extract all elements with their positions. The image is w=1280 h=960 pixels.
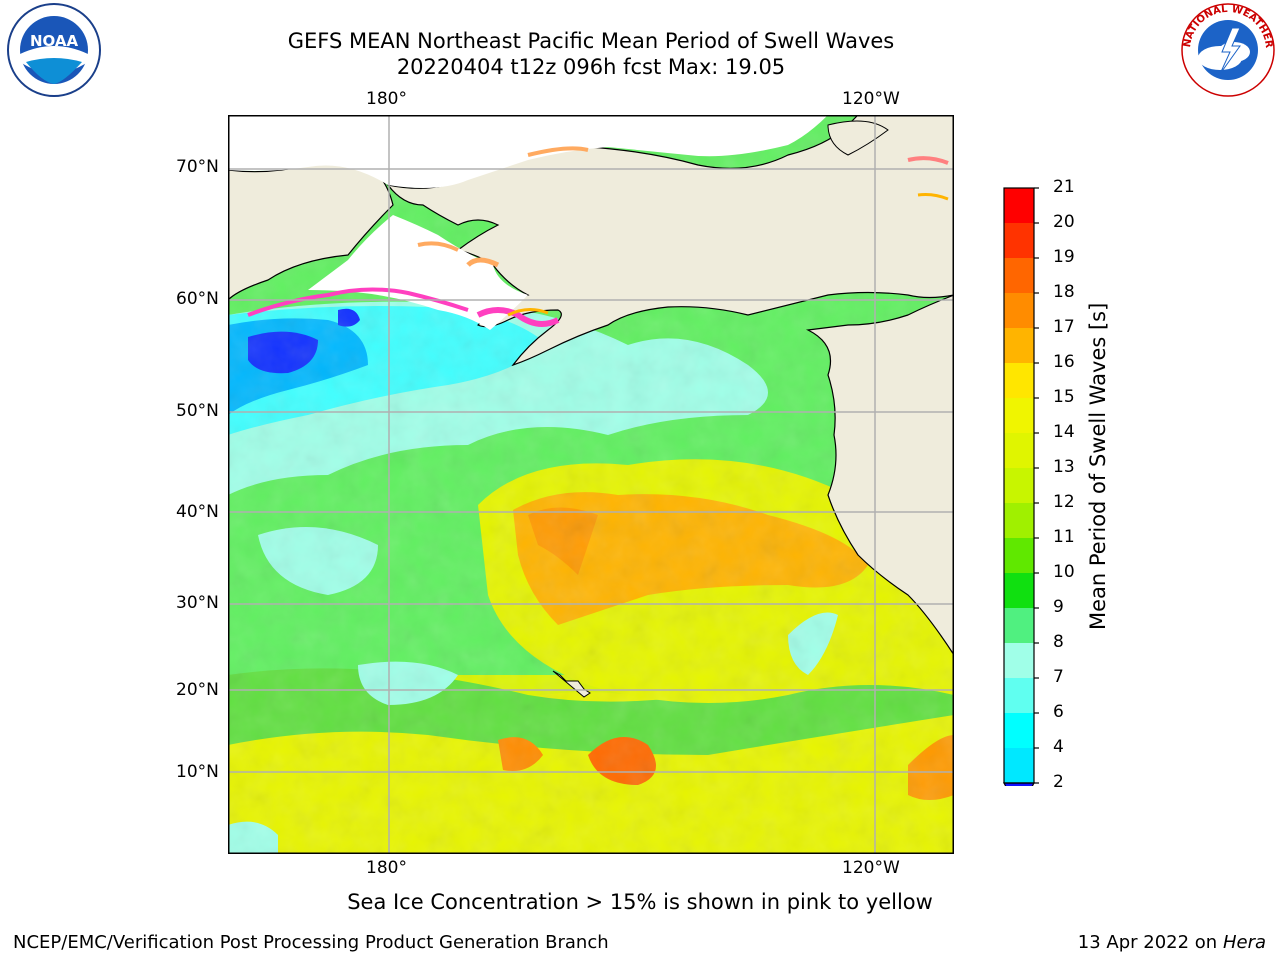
colorbar-segment (1004, 573, 1034, 608)
footer-credit: NCEP/EMC/Verification Post Processing Pr… (13, 932, 609, 953)
lat-label-10n: 10°N (176, 762, 219, 782)
colorbar-segment (1004, 433, 1034, 468)
chart-subtitle: 20220404 t12z 096h fcst Max: 19.05 (396, 55, 786, 79)
colorbar-segment (1004, 398, 1034, 433)
national-weather-service-logo-icon: NATIONAL WEATHER SERVICE (1172, 0, 1280, 100)
sea-ice-note: Sea Ice Concentration > 15% is shown in … (347, 890, 933, 914)
colorbar-tick-label: 4 (1053, 737, 1064, 757)
chart-title: GEFS MEAN Northeast Pacific Mean Period … (287, 29, 895, 53)
noaa-logo-icon: NOAA (4, 2, 104, 98)
colorbar-tick-label: 13 (1053, 457, 1075, 477)
lon-label-top-180: 180° (366, 89, 407, 109)
north-america-west-coast (805, 115, 954, 657)
colorbar-tick-label: 19 (1053, 247, 1075, 267)
colorbar-tick-label: 14 (1053, 422, 1075, 442)
footer-date-text: 13 Apr 2022 on (1077, 932, 1223, 953)
colorbar-outline (1003, 187, 1035, 784)
colorbar-tick-label: 20 (1053, 212, 1075, 232)
lat-label-50n: 50°N (176, 401, 219, 421)
colorbar-label: Mean Period of Swell Waves [s] (1086, 302, 1110, 630)
swell-period-map (228, 115, 954, 854)
lat-label-20n: 20°N (176, 680, 219, 700)
colorbar-tick-label: 8 (1053, 632, 1064, 652)
colorbar-segment (1004, 223, 1034, 258)
lat-label-60n: 60°N (176, 289, 219, 309)
footer-date: 13 Apr 2022 on Hera (1078, 932, 1266, 953)
colorbar-segment (1004, 713, 1034, 748)
colorbar-segment (1004, 258, 1034, 293)
colorbar-tick-label: 17 (1053, 317, 1075, 337)
colorbar-segment (1004, 363, 1034, 398)
colorbar-tick-label: 12 (1053, 492, 1075, 512)
colorbar-segment (1004, 328, 1034, 363)
colorbar-tick-label: 21 (1053, 177, 1075, 197)
colorbar-segment (1004, 503, 1034, 538)
colorbar-segment (1004, 748, 1034, 783)
colorbar-tick-label: 10 (1053, 562, 1075, 582)
colorbar-tick-label: 11 (1053, 527, 1075, 547)
colorbar-tick-label: 2 (1053, 772, 1064, 792)
lon-label-bottom-120w: 120°W (842, 858, 900, 878)
colorbar-tick-label: 16 (1053, 352, 1075, 372)
lat-label-40n: 40°N (176, 502, 219, 522)
footer-host: Hera (1222, 932, 1266, 953)
lon-label-top-120w: 120°W (842, 89, 900, 109)
colorbar-segment (1004, 188, 1034, 223)
colorbar-tick-label: 7 (1053, 667, 1064, 687)
colorbar-segment (1004, 293, 1034, 328)
colorbar-tick-label: 6 (1053, 702, 1064, 722)
colorbar-segment (1004, 468, 1034, 503)
colorbar-tick-label: 15 (1053, 387, 1075, 407)
colorbar-segment (1004, 678, 1034, 713)
noaa-logo-text: NOAA (30, 32, 79, 50)
lat-label-30n: 30°N (176, 593, 219, 613)
colorbar-segment (1004, 608, 1034, 643)
colorbar-segment (1004, 538, 1034, 573)
colorbar-segment (1004, 643, 1034, 678)
colorbar-tick-label: 18 (1053, 282, 1075, 302)
lon-label-bottom-180: 180° (366, 858, 407, 878)
lat-label-70n: 70°N (176, 157, 219, 177)
colorbar (1000, 186, 1040, 813)
colorbar-tick-label: 9 (1053, 597, 1064, 617)
